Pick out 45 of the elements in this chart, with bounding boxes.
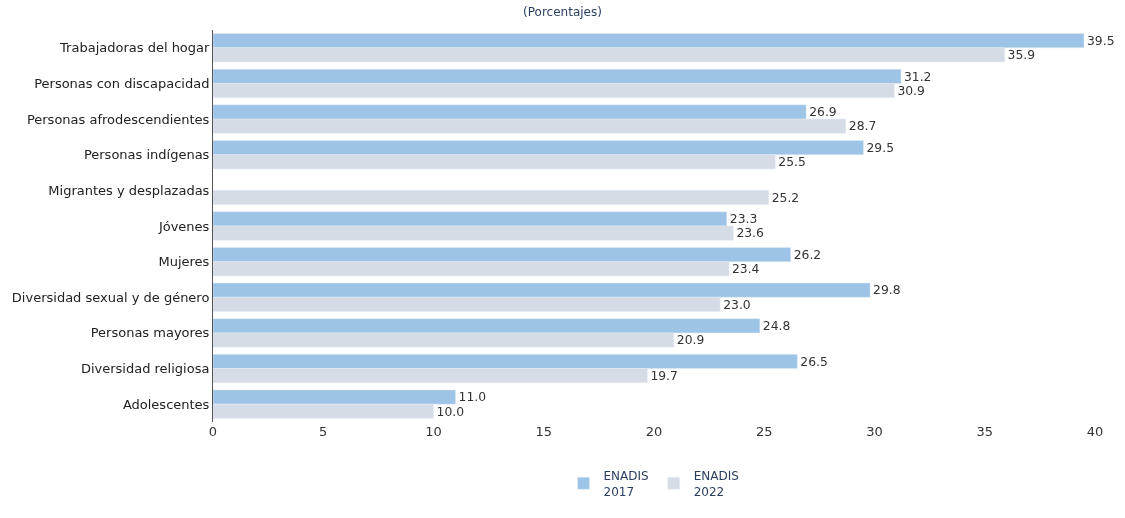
data-label: 20.9 xyxy=(676,333,705,348)
data-label: 26.9 xyxy=(809,105,837,120)
data-label: 24.8 xyxy=(762,319,791,334)
data-label: 25.2 xyxy=(771,190,800,205)
x-tick-label: 15 xyxy=(535,424,553,439)
data-label: 10.0 xyxy=(436,404,465,419)
x-tick-label: 0 xyxy=(208,424,218,439)
x-tick-label: 5 xyxy=(319,424,328,439)
data-label: 23.3 xyxy=(729,212,758,227)
data-label: 30.9 xyxy=(897,83,925,98)
data-label: 26.5 xyxy=(800,354,828,369)
y-tick-label: Personas mayores xyxy=(90,325,210,341)
y-tick-label: Jóvenes xyxy=(157,218,210,234)
x-tick-label: 25 xyxy=(755,424,773,439)
data-label: 23.0 xyxy=(723,297,751,312)
y-tick-label: Migrantes y desplazadas xyxy=(48,182,210,198)
data-label: 11.0 xyxy=(458,390,487,405)
x-tick-label: 35 xyxy=(976,424,994,439)
y-tick-label: Personas afrodescendientes xyxy=(26,111,210,127)
x-tick-label: 30 xyxy=(866,424,883,439)
data-label: 23.6 xyxy=(736,226,765,241)
x-tick-label: 20 xyxy=(645,424,663,439)
data-label: 26.2 xyxy=(793,247,822,262)
legend-label: ENADIS 2017 xyxy=(603,469,649,499)
chart-title: (Porcentajes) xyxy=(523,5,602,20)
y-tick-label: Diversidad sexual y de género xyxy=(11,289,210,305)
y-tick-label: Personas con discapacidad xyxy=(34,76,210,91)
data-label: 19.7 xyxy=(650,368,678,383)
x-tick-label: 10 xyxy=(425,424,442,439)
y-tick-label: Mujeres xyxy=(158,254,210,270)
data-label: 29.5 xyxy=(866,140,894,155)
y-tick-label: Trabajadoras del hogar xyxy=(59,40,211,56)
data-label: 35.9 xyxy=(1007,48,1036,63)
data-label: 25.5 xyxy=(778,155,806,170)
data-label: 29.8 xyxy=(873,283,901,298)
data-label: 23.4 xyxy=(731,262,760,277)
data-label: 28.7 xyxy=(848,119,877,134)
bar xyxy=(213,190,769,205)
y-tick-label: Adolescentes xyxy=(122,396,210,412)
y-tick-label: Personas indígenas xyxy=(83,147,210,163)
data-label: 31.2 xyxy=(903,69,932,84)
data-label: 39.5 xyxy=(1087,33,1115,48)
legend-label: ENADIS 2022 xyxy=(693,469,739,499)
x-tick-label: 40 xyxy=(1086,424,1104,439)
y-tick-label: Diversidad religiosa xyxy=(80,361,210,377)
